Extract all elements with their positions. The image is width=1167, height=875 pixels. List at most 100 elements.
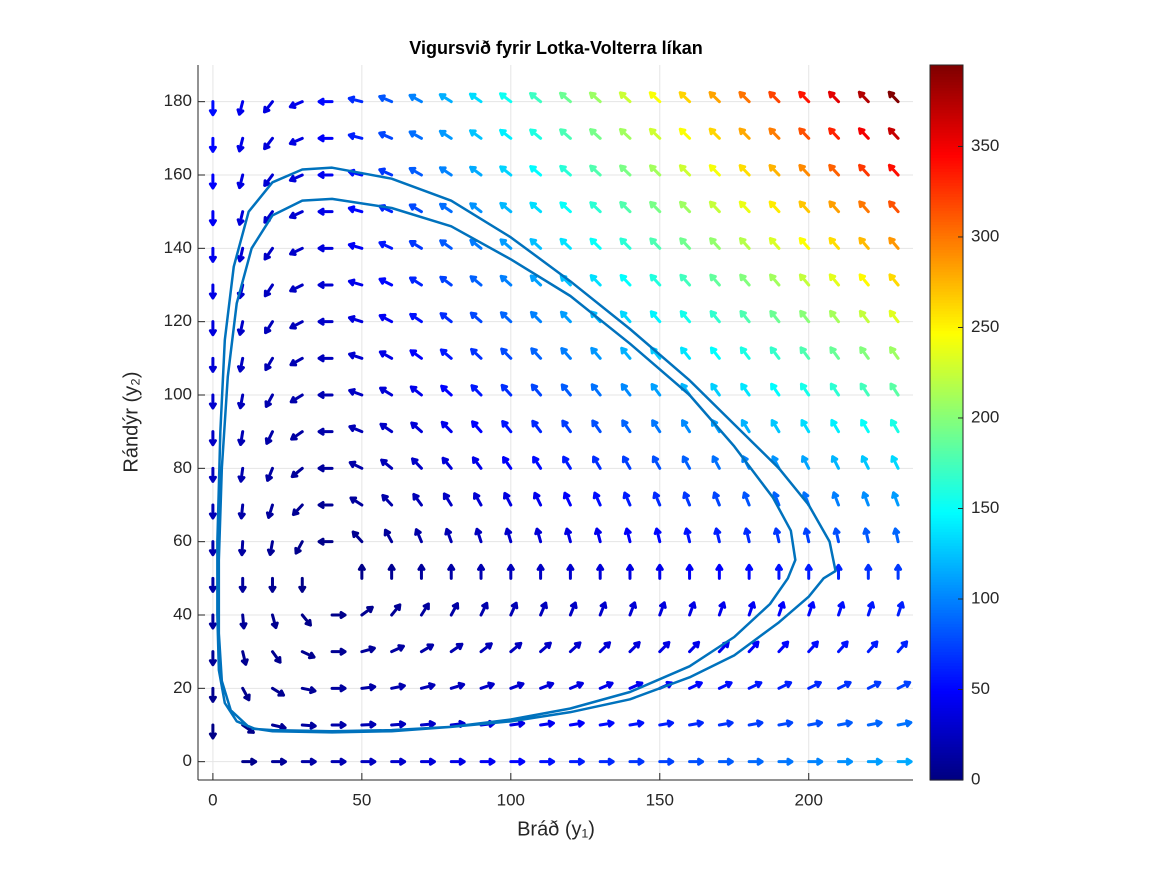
arrow xyxy=(330,721,347,729)
arrow xyxy=(509,601,519,617)
colorbar-swatch xyxy=(930,469,963,474)
arrow xyxy=(887,127,900,140)
colorbar-swatch xyxy=(930,148,963,153)
arrow xyxy=(560,347,572,360)
arrow xyxy=(380,458,394,470)
arrow xyxy=(804,563,813,580)
arrow xyxy=(649,200,662,214)
arrow xyxy=(837,640,849,654)
arrow xyxy=(857,90,870,104)
colorbar-swatch xyxy=(930,699,963,703)
arrow xyxy=(860,418,870,434)
arrow xyxy=(509,719,526,728)
arrow xyxy=(290,466,304,479)
colorbar-swatch xyxy=(930,196,963,200)
arrow xyxy=(807,601,816,617)
arrow xyxy=(469,275,483,287)
arrow xyxy=(288,100,304,109)
arrow xyxy=(268,576,277,593)
colorbar-swatch xyxy=(930,754,963,759)
colorbar-swatch xyxy=(930,358,963,362)
arrow xyxy=(317,317,334,326)
colorbar-swatch xyxy=(930,134,963,139)
trajectory-line xyxy=(216,166,837,734)
arrow xyxy=(807,640,819,654)
arrow xyxy=(390,603,402,617)
arrow xyxy=(419,720,436,729)
arrow xyxy=(378,94,394,104)
arrow xyxy=(317,207,334,216)
arrow xyxy=(896,680,912,690)
arrow xyxy=(710,382,721,397)
colorbar-swatch xyxy=(930,271,963,276)
arrow xyxy=(412,492,423,507)
arrow xyxy=(529,201,543,214)
colorbar-swatch xyxy=(930,500,963,505)
colorbar-swatch xyxy=(930,436,963,440)
arrow xyxy=(708,200,721,214)
arrow xyxy=(688,680,703,690)
colorbar-swatch xyxy=(930,204,963,209)
arrow xyxy=(769,346,781,360)
arrow xyxy=(681,419,692,434)
arrow xyxy=(769,273,781,287)
arrow xyxy=(768,164,781,177)
arrow xyxy=(807,719,824,728)
arrow xyxy=(409,312,423,324)
arrow xyxy=(419,682,436,690)
arrow xyxy=(360,720,377,729)
colorbar-tick-label: 0 xyxy=(971,769,980,788)
arrow xyxy=(378,277,394,287)
colorbar-swatch xyxy=(930,159,963,164)
arrow xyxy=(263,283,274,298)
colorbar-swatch xyxy=(930,98,963,102)
arrow xyxy=(270,650,282,664)
colorbar-swatch xyxy=(930,101,963,105)
arrow xyxy=(589,128,602,140)
colorbar-swatch xyxy=(930,260,963,264)
arrow xyxy=(568,719,585,728)
arrow xyxy=(619,310,632,324)
colorbar-swatch xyxy=(930,182,963,186)
arrow xyxy=(438,166,453,177)
arrow xyxy=(265,466,274,482)
colorbar-swatch xyxy=(930,333,963,337)
arrow xyxy=(502,491,513,507)
colorbar-swatch xyxy=(930,380,963,384)
colorbar-swatch xyxy=(930,232,963,236)
arrow xyxy=(860,455,870,470)
colorbar-swatch xyxy=(930,221,963,225)
colorbar-swatch xyxy=(930,472,963,477)
colorbar-swatch xyxy=(930,712,963,717)
colorbar-swatch xyxy=(930,280,963,284)
arrow xyxy=(618,127,632,140)
arrow xyxy=(317,354,334,363)
colorbar-swatch xyxy=(930,92,963,97)
arrow xyxy=(390,720,407,729)
colorbar-swatch xyxy=(930,539,963,544)
arrow xyxy=(262,100,274,114)
arrow xyxy=(236,356,245,373)
colorbar-swatch xyxy=(930,151,963,155)
arrow xyxy=(680,346,692,360)
colorbar-swatch xyxy=(930,606,963,611)
colorbar-swatch xyxy=(930,478,963,482)
arrow xyxy=(777,640,790,654)
arrow xyxy=(241,757,258,766)
arrow xyxy=(768,200,781,214)
arrow xyxy=(713,527,722,544)
arrow xyxy=(348,388,364,397)
arrow xyxy=(236,100,245,116)
colorbar-swatch xyxy=(930,503,963,507)
colorbar-swatch xyxy=(930,224,963,228)
colorbar-swatch xyxy=(930,112,963,116)
arrow xyxy=(300,757,317,766)
colorbar-swatch xyxy=(930,634,963,639)
colorbar-swatch xyxy=(930,726,963,731)
arrow xyxy=(709,310,721,324)
arrow xyxy=(509,757,526,766)
arrow xyxy=(208,430,217,447)
colorbar-tick-label: 350 xyxy=(971,136,999,155)
arrow xyxy=(649,273,662,287)
